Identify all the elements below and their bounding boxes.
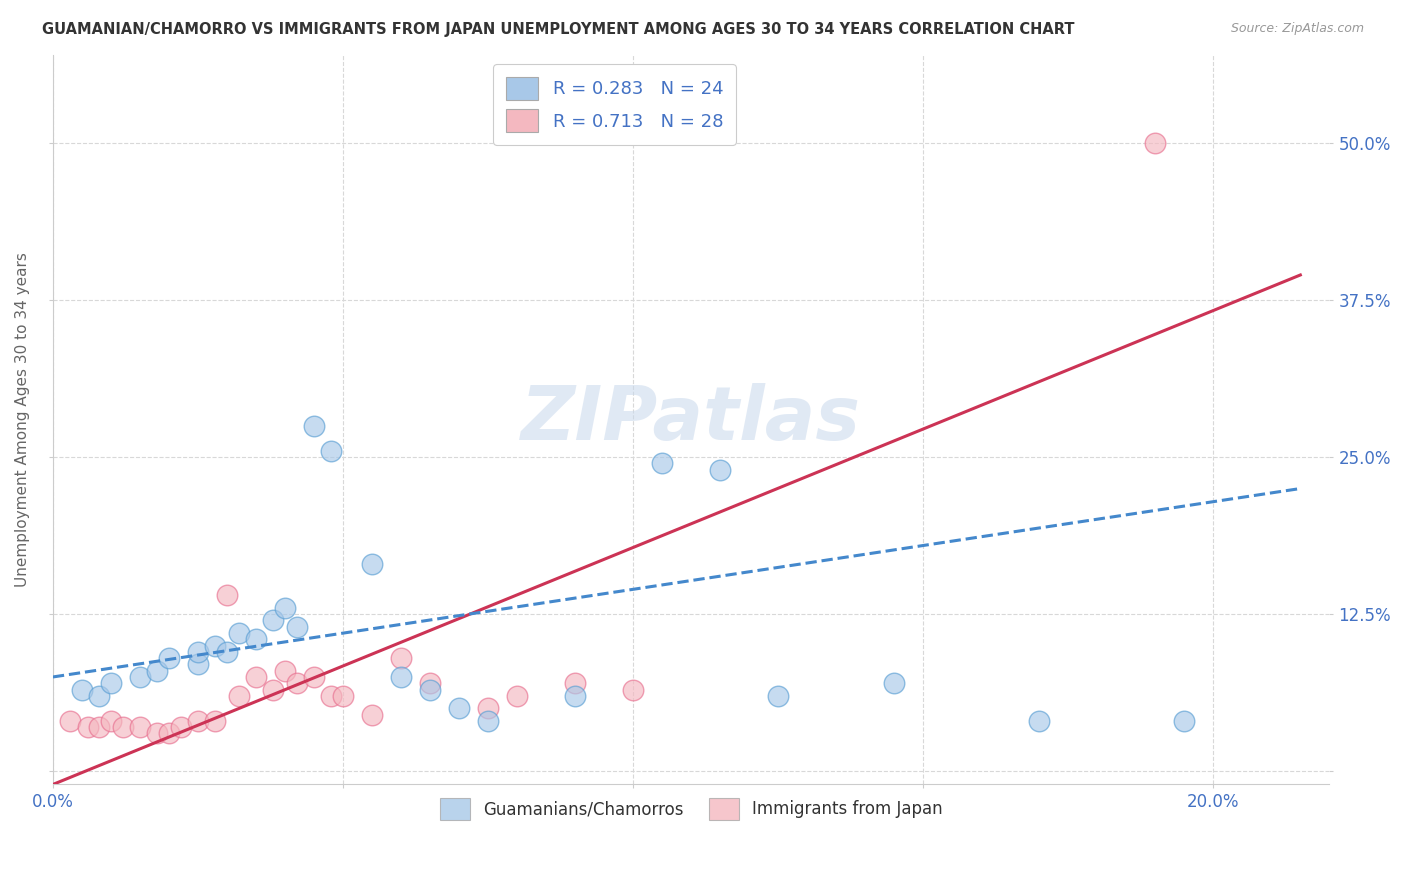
Point <box>187 657 209 672</box>
Point <box>146 726 169 740</box>
Point <box>766 689 789 703</box>
Point <box>321 443 343 458</box>
Point <box>262 682 284 697</box>
Point <box>204 714 226 728</box>
Point <box>361 707 384 722</box>
Point <box>651 457 673 471</box>
Point <box>129 670 152 684</box>
Point <box>564 689 586 703</box>
Point <box>321 689 343 703</box>
Point <box>361 557 384 571</box>
Point <box>447 701 470 715</box>
Point <box>709 463 731 477</box>
Point <box>477 714 499 728</box>
Point <box>215 645 238 659</box>
Point <box>621 682 644 697</box>
Y-axis label: Unemployment Among Ages 30 to 34 years: Unemployment Among Ages 30 to 34 years <box>15 252 30 587</box>
Point <box>245 670 267 684</box>
Point <box>215 588 238 602</box>
Point <box>302 670 325 684</box>
Point <box>157 726 180 740</box>
Point <box>285 676 308 690</box>
Point <box>262 614 284 628</box>
Text: ZIPatlas: ZIPatlas <box>522 383 860 456</box>
Point <box>100 714 122 728</box>
Legend: Guamanians/Chamorros, Immigrants from Japan: Guamanians/Chamorros, Immigrants from Ja… <box>433 792 949 826</box>
Point <box>89 720 111 734</box>
Point <box>187 645 209 659</box>
Point <box>59 714 82 728</box>
Point <box>274 600 297 615</box>
Point <box>285 620 308 634</box>
Point <box>76 720 98 734</box>
Point <box>146 664 169 678</box>
Point <box>1028 714 1050 728</box>
Point <box>70 682 93 697</box>
Point <box>228 626 250 640</box>
Point <box>389 670 412 684</box>
Point <box>564 676 586 690</box>
Point <box>89 689 111 703</box>
Point <box>100 676 122 690</box>
Point <box>157 651 180 665</box>
Point <box>419 676 441 690</box>
Point <box>419 682 441 697</box>
Text: Source: ZipAtlas.com: Source: ZipAtlas.com <box>1230 22 1364 36</box>
Point <box>187 714 209 728</box>
Text: GUAMANIAN/CHAMORRO VS IMMIGRANTS FROM JAPAN UNEMPLOYMENT AMONG AGES 30 TO 34 YEA: GUAMANIAN/CHAMORRO VS IMMIGRANTS FROM JA… <box>42 22 1074 37</box>
Point <box>332 689 354 703</box>
Point <box>129 720 152 734</box>
Point <box>477 701 499 715</box>
Point <box>1144 136 1167 150</box>
Point <box>169 720 191 734</box>
Point <box>204 639 226 653</box>
Point <box>506 689 529 703</box>
Point <box>245 632 267 647</box>
Point <box>389 651 412 665</box>
Point <box>1173 714 1195 728</box>
Point <box>274 664 297 678</box>
Point <box>111 720 134 734</box>
Point <box>883 676 905 690</box>
Point <box>302 418 325 433</box>
Point <box>228 689 250 703</box>
